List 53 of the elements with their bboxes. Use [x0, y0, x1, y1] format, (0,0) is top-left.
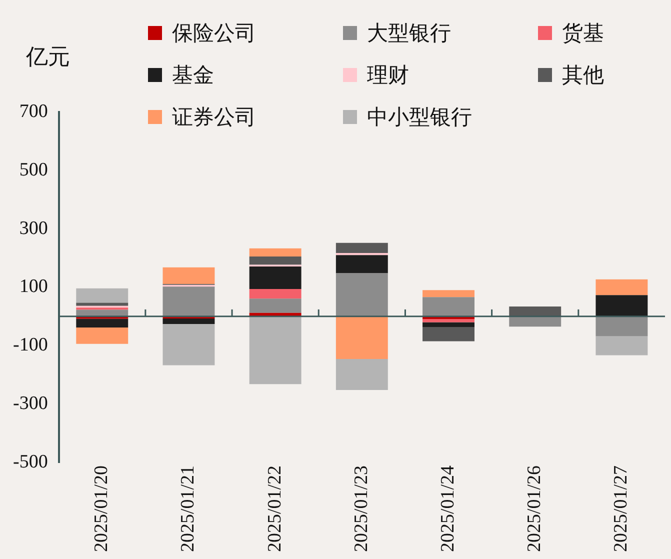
legend-label: 证券公司 — [172, 104, 256, 131]
bar — [422, 319, 474, 322]
bar — [76, 328, 128, 344]
x-tick-label: 2025/01/23 — [350, 465, 372, 552]
bar — [76, 302, 128, 306]
y-tick-label: -300 — [13, 393, 48, 414]
bar — [76, 318, 128, 328]
y-tick-label: 700 — [19, 100, 48, 122]
bar — [249, 248, 302, 257]
legend-label: 大型银行 — [367, 20, 451, 47]
y-tick-label: 100 — [19, 276, 48, 298]
bar — [422, 322, 474, 327]
bar — [336, 255, 388, 274]
y-axis-title: 亿元 — [25, 44, 70, 69]
x-tick-label: 2025/01/26 — [524, 465, 546, 552]
bar — [336, 316, 388, 360]
legend-label: 基金 — [172, 62, 214, 89]
bar — [76, 288, 128, 303]
y-tick-label: 500 — [19, 159, 48, 180]
bar — [596, 279, 648, 296]
x-tick-label: 2025/01/20 — [91, 465, 112, 552]
bar — [596, 316, 648, 336]
bar — [336, 242, 388, 254]
legend-label: 理财 — [367, 62, 409, 89]
bar — [422, 297, 474, 316]
y-tick-label: -100 — [13, 334, 48, 356]
bar — [336, 359, 388, 390]
x-tick-label: 2025/01/24 — [437, 464, 458, 552]
bar — [249, 256, 302, 265]
bar — [162, 286, 215, 316]
legend-label: 中小型银行 — [367, 104, 472, 131]
x-tick-label: 2025/01/21 — [178, 465, 199, 552]
bar — [509, 316, 562, 327]
bar — [249, 288, 302, 299]
bar — [422, 326, 474, 342]
bar — [249, 316, 302, 384]
bar — [422, 290, 474, 298]
legend-label: 保险公司 — [172, 20, 256, 47]
bar — [596, 295, 648, 316]
y-tick-label: 300 — [19, 218, 48, 239]
bar — [249, 266, 302, 289]
x-tick-label: 2025/01/22 — [264, 465, 286, 552]
x-tick-label: 2025/01/27 — [610, 465, 632, 552]
bar — [162, 318, 215, 324]
bar — [162, 267, 215, 284]
y-tick-label: -500 — [13, 451, 48, 472]
legend-label: 其他 — [562, 62, 604, 89]
legend-label: 货基 — [562, 20, 604, 47]
bar — [162, 324, 215, 366]
bar — [249, 298, 302, 313]
bar — [596, 336, 648, 356]
bar — [509, 306, 562, 316]
bar — [336, 273, 388, 316]
